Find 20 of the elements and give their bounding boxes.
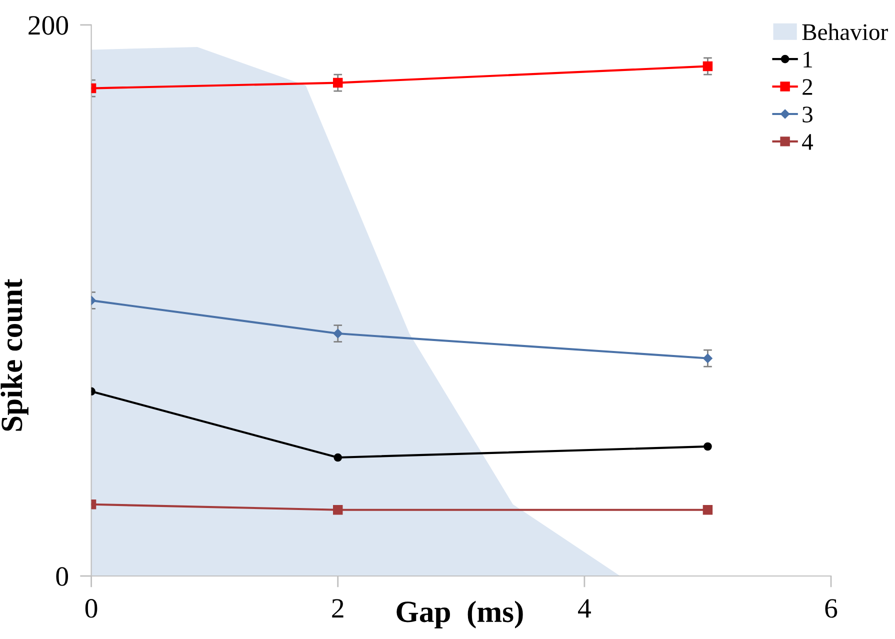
x-axis-title: Gap (ms) [396, 600, 523, 628]
legend-label: 2 [802, 79, 812, 95]
legend-label: Behavior [802, 23, 888, 40]
point [334, 453, 342, 462]
point [333, 328, 342, 338]
point [704, 442, 712, 451]
point [703, 354, 712, 363]
legend-label: 1 [804, 52, 812, 68]
point [702, 61, 713, 72]
y-axis-title: Spike count [0, 278, 28, 431]
x-tick-label: 2 [332, 599, 344, 618]
x-tick-label: 6 [825, 599, 838, 618]
point [333, 505, 343, 515]
legend-label: 3 [802, 106, 812, 122]
x-tick-label: 4 [578, 599, 591, 618]
y-tick-label: 200 [28, 16, 68, 35]
x-tick-label: 0 [85, 599, 98, 618]
point [702, 505, 713, 515]
legend-label: 4 [802, 134, 814, 150]
point [333, 78, 343, 88]
